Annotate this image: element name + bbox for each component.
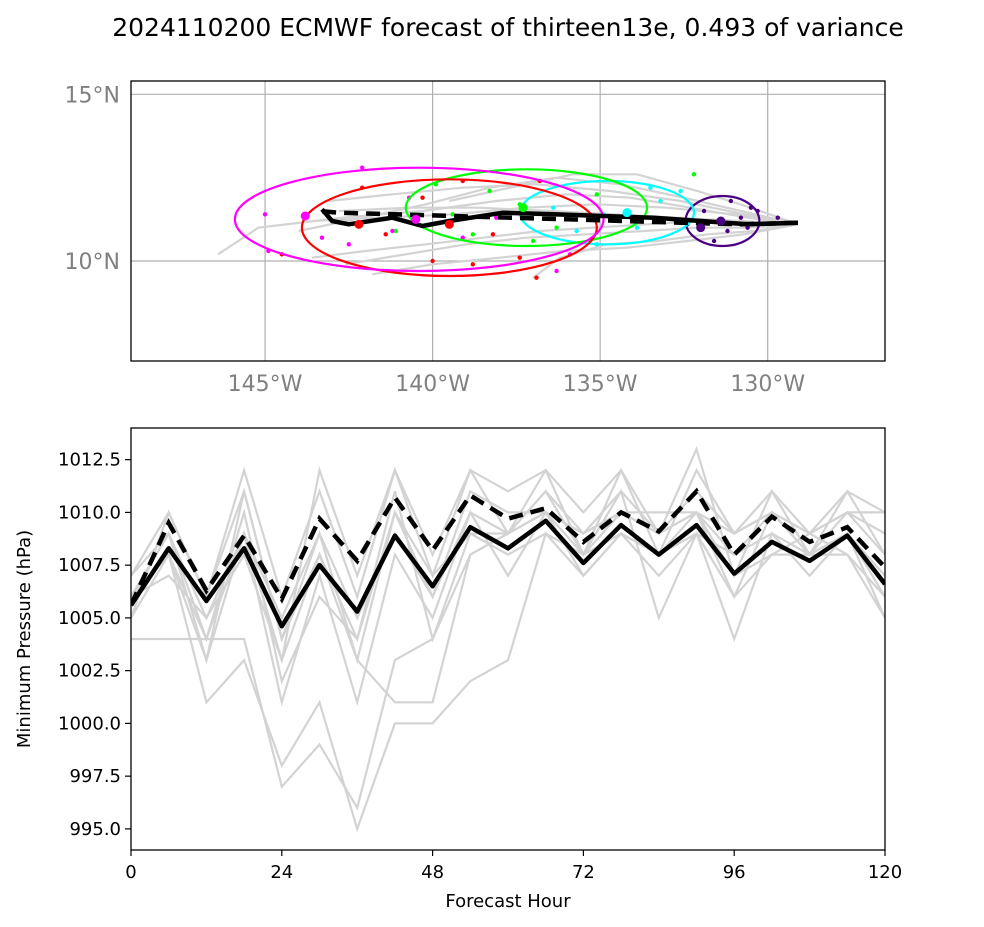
ensemble-member-pressure <box>131 488 885 707</box>
map-lon-tick-label: 140°W <box>395 372 470 397</box>
x-tick-label: 24 <box>270 862 293 883</box>
member-position-dot <box>420 195 425 200</box>
member-position-dot <box>534 275 539 280</box>
forecast-position-marker <box>411 214 421 224</box>
forecast-position-marker <box>444 219 454 229</box>
x-tick-label: 48 <box>421 862 444 883</box>
member-position-dot <box>678 188 683 194</box>
ensemble-mean-pressure <box>131 487 885 607</box>
member-position-dot <box>658 198 663 204</box>
pressure-lines <box>131 445 885 833</box>
member-position-dot <box>648 185 653 190</box>
ensemble-member-pressure <box>131 509 885 665</box>
member-position-dot <box>494 215 499 220</box>
deterministic-pressure <box>131 518 885 629</box>
x-axis-label: Forecast Hour <box>445 891 571 912</box>
y-axis-label: Minimum Pressure (hPa) <box>14 530 35 748</box>
y-tick-label: 997.5 <box>69 766 121 787</box>
map-tick-labels: 145°W 140°W 135°W 130°W 15°N 10°N <box>65 83 806 397</box>
map-lon-tick-label: 135°W <box>563 372 638 397</box>
forecast-position-marker <box>696 223 706 233</box>
member-position-dot <box>745 225 750 230</box>
pressure-frame <box>130 427 886 851</box>
member-position-dot <box>775 215 780 220</box>
member-position-dot <box>530 238 536 244</box>
map-grid <box>131 81 885 361</box>
ensemble-member-pressure <box>131 491 885 685</box>
member-position-dot <box>574 228 579 234</box>
ensemble-member-track <box>532 223 799 279</box>
map-lon-tick-label: 145°W <box>228 372 303 397</box>
ensemble-member-track <box>338 206 798 226</box>
x-tick-label: 120 <box>868 862 902 883</box>
x-tick-label: 72 <box>572 862 595 883</box>
member-position-dot <box>383 232 388 237</box>
map-lat-tick-label: 10°N <box>65 250 120 275</box>
member-position-dot <box>691 172 697 177</box>
map-lat-tick-label: 15°N <box>65 83 120 108</box>
y-tick-label: 1012.5 <box>58 450 121 471</box>
member-position-dot <box>390 228 395 234</box>
member-position-dot <box>346 242 352 247</box>
member-position-dot <box>554 268 559 274</box>
y-tick-label: 1010.0 <box>58 502 121 523</box>
y-tick-label: 1005.0 <box>58 608 121 629</box>
member-position-dot <box>517 255 522 260</box>
member-position-dot <box>634 225 640 230</box>
member-position-dot <box>460 235 465 240</box>
forecast-position-marker <box>716 216 726 226</box>
uncertainty-ellipse <box>300 178 598 278</box>
member-position-dot <box>487 188 492 194</box>
map-lon-tick-label: 130°W <box>730 372 805 397</box>
ensemble-member-track <box>345 223 798 266</box>
y-tick-label: 995.0 <box>69 819 121 840</box>
member-position-dot <box>450 212 455 217</box>
forecast-position-marker <box>518 203 528 213</box>
pressure-ticks: 0 24 48 72 96 120 995.0 997.5 1000.0 1002.5 1005.0… <box>58 450 902 883</box>
member-position-dot <box>701 208 707 214</box>
member-position-dot <box>393 228 398 234</box>
member-position-dot <box>551 205 556 210</box>
ensemble-member-track <box>328 183 799 226</box>
x-tick-label: 96 <box>723 862 746 883</box>
forecast-position-marker <box>354 219 364 229</box>
uncertainty-ellipse <box>233 166 605 273</box>
chart-title: 2024110200 ECMWF forecast of thirteen13e… <box>112 13 904 42</box>
member-position-dot <box>430 258 435 264</box>
y-tick-label: 1007.5 <box>58 555 121 576</box>
forecast-position-marker <box>300 211 310 221</box>
member-position-dot <box>319 235 325 240</box>
member-position-dot <box>554 225 559 230</box>
forecast-position-marker <box>622 208 632 218</box>
member-position-dot <box>738 215 744 220</box>
member-position-dot <box>262 212 268 217</box>
member-position-dot <box>728 198 734 204</box>
uncertainty-ellipse <box>404 168 649 248</box>
member-position-dot <box>725 228 730 234</box>
track-map-panel: 145°W 140°W 135°W 130°W 15°N 10°N <box>65 80 886 397</box>
x-tick-label: 0 <box>125 862 136 883</box>
map-content <box>217 165 799 280</box>
pressure-background <box>131 428 885 850</box>
y-tick-label: 1000.0 <box>58 713 121 734</box>
member-position-dot <box>470 262 476 267</box>
ensemble-member-track <box>372 223 799 276</box>
y-tick-label: 1002.5 <box>58 661 121 682</box>
ensemble-mean-track <box>318 208 798 227</box>
pressure-panel: 0 24 48 72 96 120 995.0 997.5 1000.0 1002.5 1005.0… <box>14 427 902 912</box>
member-position-dot <box>490 232 496 237</box>
map-frame <box>130 80 886 362</box>
member-position-dot <box>470 232 476 237</box>
member-position-dot <box>711 238 717 244</box>
member-position-dot <box>594 192 600 197</box>
member-position-dot <box>360 165 365 170</box>
